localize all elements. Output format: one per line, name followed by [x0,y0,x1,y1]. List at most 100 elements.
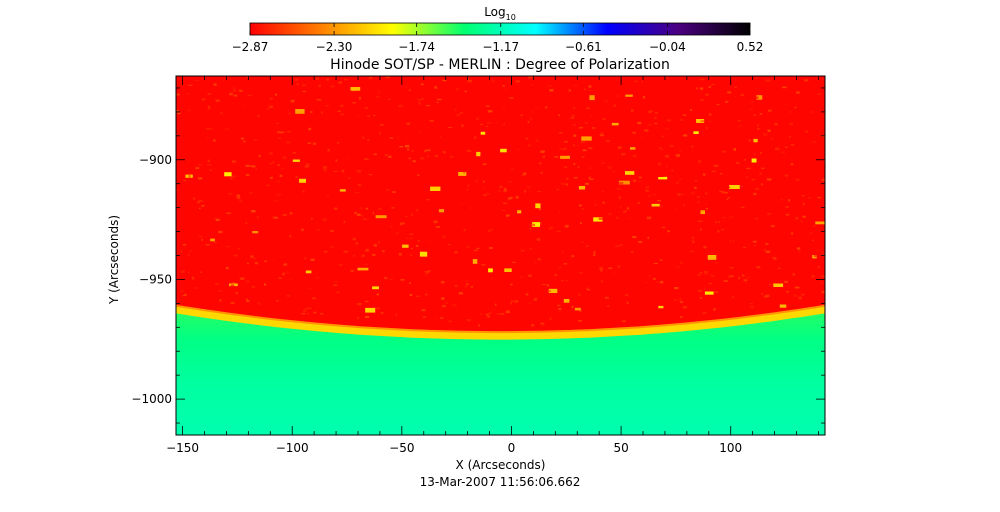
disk-speckle-cell [579,309,582,312]
disk-speckle-cell [607,305,609,307]
disk-speckle-cell [542,155,545,158]
disk-speckle-cell [710,274,715,278]
disk-speckle-cell [475,180,479,182]
disk-speckle-cell [753,245,757,247]
disk-speckle-cell [625,94,633,97]
disk-speckle-cell [617,146,622,149]
disk-speckle-cell [729,239,732,243]
disk-speckle-cell [738,125,743,127]
disk-speckle-cell [638,241,643,244]
disk-speckle-cell [701,88,704,90]
disk-speckle-cell [263,283,267,286]
disk-speckle-cell [577,320,582,322]
disk-speckle-cell [325,105,329,107]
disk-speckle-cell [390,225,393,228]
disk-speckle-cell [561,280,564,282]
disk-speckle-cell [690,250,694,252]
disk-speckle-cell [386,189,390,191]
disk-speckle-cell [240,137,245,140]
disk-speckle-cell [515,148,520,151]
disk-speckle-cell [765,243,769,245]
disk-speckle-cell [323,251,328,253]
disk-speckle-cell [640,136,643,139]
disk-speckle-cell [444,301,449,304]
limb-band [176,306,825,340]
disk-speckle-cell [817,93,822,96]
disk-speckle-cell [789,136,791,138]
disk-speckle-cell [574,307,581,311]
colorbar-tick-label: −1.17 [482,40,519,54]
disk-speckle-cell [395,232,400,235]
disk-speckle-cell [326,78,329,81]
disk-speckle-cell [773,258,777,261]
disk-speckle-cell [664,155,669,158]
disk-speckle-cell [330,229,334,233]
disk-speckle-cell [199,207,201,209]
disk-speckle-cell [673,298,678,301]
disk-speckle-cell [616,216,619,219]
disk-speckle-cell [707,255,717,260]
disk-speckle-cell [405,85,408,88]
disk-speckle-cell [704,291,714,295]
disk-speckle-cell [727,197,730,199]
disk-speckle-cell [508,181,513,184]
disk-speckle-cell [436,101,439,104]
observation-timestamp: 13-Mar-2007 11:56:06.662 [420,475,581,489]
disk-speckle-cell [373,115,376,117]
disk-speckle-cell [559,132,563,134]
disk-speckle-cell [705,203,708,205]
disk-speckle-cell [230,302,235,304]
disk-speckle-cell [674,287,679,290]
disk-speckle-cell [599,134,605,137]
disk-speckle-cell [391,207,395,209]
disk-speckle-cell [564,141,568,143]
disk-speckle-cell [454,108,457,111]
disk-speckle-cell [820,275,825,278]
disk-speckle-cell [632,154,637,158]
disk-speckle-cell [355,242,358,245]
disk-speckle-cell [716,103,720,106]
disk-speckle-cell [505,310,510,314]
disk-speckle-cell [581,156,585,158]
disk-speckle-cell [198,235,203,238]
disk-speckle-cell [699,272,703,275]
disk-speckle-cell [284,263,288,266]
disk-speckle-cell [489,312,492,314]
disk-speckle-cell [285,271,290,274]
disk-speckle-cell [588,85,592,88]
disk-speckle-cell [573,177,578,179]
disk-speckle-cell [727,91,732,94]
disk-speckle-cell [795,178,800,181]
disk-speckle-cell [304,257,307,260]
disk-speckle-cell [586,107,590,109]
disk-speckle-cell [391,191,396,193]
disk-speckle-cell [618,196,621,199]
disk-speckle-cell [487,315,491,318]
disk-speckle-cell [694,186,697,189]
disk-speckle-cell [729,275,733,277]
disk-speckle-cell [338,264,343,266]
disk-speckle-cell [430,186,441,191]
disk-speckle-cell [372,253,376,256]
disk-speckle-cell [286,294,290,297]
y-tick-label: −950 [139,272,172,286]
disk-speckle-cell [535,139,539,142]
disk-speckle-cell [634,80,638,82]
disk-speckle-cell [708,86,711,88]
disk-speckle-cell [654,112,658,114]
disk-speckle-cell [702,173,706,176]
limb-edge [176,304,825,334]
disk-speckle-cell [521,174,526,177]
disk-speckle-cell [559,148,563,150]
disk-speckle-cell [506,214,509,217]
disk-speckle-cell [563,299,570,303]
disk-speckle-cell [266,108,270,110]
disk-speckle-cell [564,224,566,227]
disk-speckle-cell [257,115,260,117]
disk-speckle-cell [796,91,800,94]
y-axis-label: Y (Arcseconds) [107,215,121,305]
disk-speckle-cell [465,280,469,282]
disk-speckle-cell [461,124,464,127]
disk-speckle-cell [693,131,699,134]
disk-speckle-cell [425,293,428,296]
